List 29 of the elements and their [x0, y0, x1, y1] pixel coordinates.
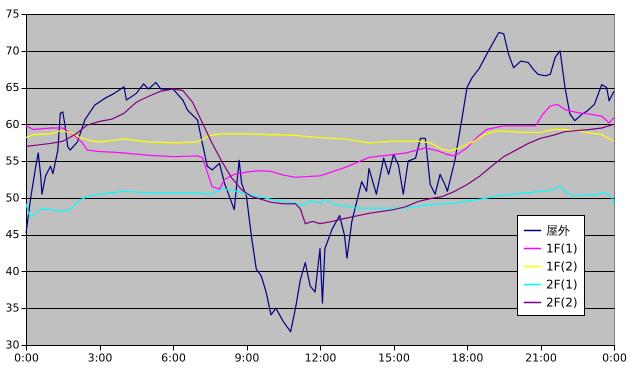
y-tick-label: 35: [6, 302, 20, 315]
legend-label: 2F(1): [546, 278, 578, 292]
legend-label: 1F(1): [546, 242, 578, 256]
y-tick-label: 30: [6, 338, 20, 352]
y-tick-label: 55: [6, 154, 20, 168]
y-tick-label: 60: [6, 118, 20, 131]
legend-label: 2F(2): [546, 296, 578, 310]
line-series: [25, 104, 615, 190]
legend-label: 1F(2): [546, 260, 578, 274]
line-series: [25, 32, 615, 332]
y-tick-label: 50: [6, 191, 20, 204]
y-tick-label: 70: [6, 44, 20, 58]
x-tick-label: 0:00: [14, 352, 39, 364]
legend-label: 屋外: [546, 224, 570, 238]
x-tick-label: 0:00: [602, 352, 627, 364]
x-tick-label: 9:00: [234, 352, 260, 364]
x-tick-label: 15:00: [378, 352, 410, 364]
y-tick-label: 40: [6, 264, 20, 278]
line-series: [25, 186, 615, 217]
y-tick-label: 65: [6, 81, 20, 94]
x-tick-label: 3:00: [88, 352, 112, 364]
x-tick-label: 12:00: [304, 352, 336, 364]
y-tick-label: 75: [6, 8, 20, 20]
y-tick-label: 45: [6, 228, 20, 242]
x-tick-label: 18:00: [452, 352, 484, 364]
x-tick-label: 6:00: [161, 352, 186, 364]
x-tick-label: 21:00: [525, 352, 557, 364]
line-series: [25, 88, 615, 224]
line-series: [25, 128, 615, 152]
